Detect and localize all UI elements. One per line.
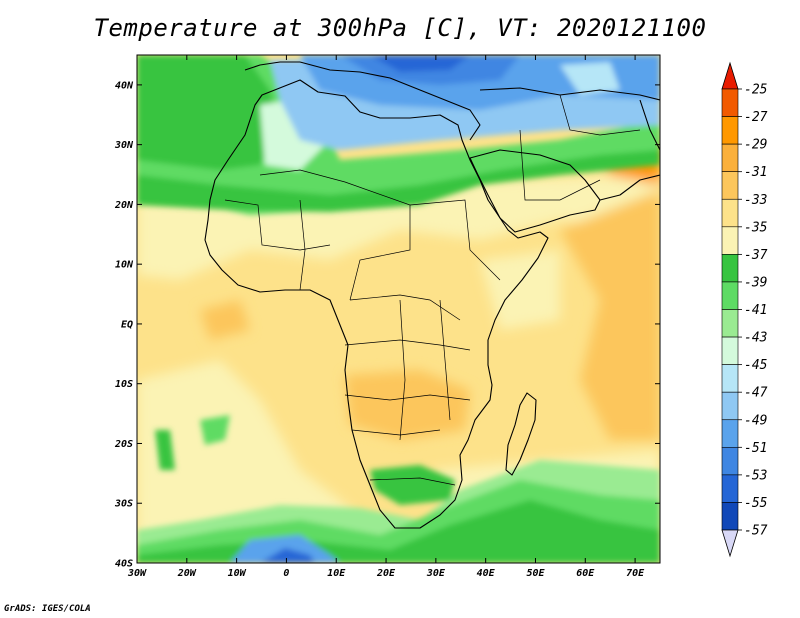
- colorbar-label: -55: [744, 496, 768, 511]
- colorbar-label: -41: [744, 303, 767, 318]
- colorbar-label: -27: [744, 110, 768, 125]
- lat-tick-label: 20N: [114, 200, 134, 211]
- colorbar-swatch: [721, 336, 739, 365]
- longitude-axis: 30W 20W 10W 0 10E 20E 30E 40E 50E 60E 70E: [127, 55, 645, 579]
- map-title: Temperature at 300hPa [C], VT: 202012110…: [93, 14, 707, 42]
- colorbar-bottom-triangle: [721, 529, 739, 558]
- lon-tick-label: 10E: [327, 568, 346, 579]
- colorbar-swatch: [721, 171, 739, 200]
- colorbar-label: -25: [744, 83, 768, 98]
- colorbar-label: -35: [744, 220, 768, 235]
- lat-tick-label: 30N: [114, 140, 134, 151]
- lon-tick-label: 40E: [477, 568, 496, 579]
- colorbar-swatch: [721, 254, 739, 283]
- lon-tick-label: 60E: [576, 568, 595, 579]
- coastlines: [204, 61, 660, 529]
- colorbar: -25 -27 -29 -31 -33 -35 -37 -39 -41 -43 -45 -47 -49 -…: [721, 61, 768, 558]
- lon-tick-label: 30E: [426, 568, 446, 579]
- lon-tick-label: 20E: [376, 568, 396, 579]
- colorbar-swatch: [721, 447, 739, 476]
- colorbar-top-triangle: [721, 61, 739, 90]
- colorbar-swatch: [721, 502, 739, 531]
- colorbar-label: -51: [744, 441, 767, 456]
- lat-tick-label: 20S: [114, 439, 133, 450]
- colorbar-swatch: [721, 143, 739, 172]
- colorbar-label: -43: [744, 331, 767, 346]
- country-borders: [224, 94, 641, 486]
- colorbar-swatch: [721, 88, 739, 117]
- colorbar-label: -47: [744, 386, 768, 401]
- colorbar-swatch: [721, 419, 739, 448]
- lon-tick-label: 0: [283, 568, 289, 579]
- colorbar-swatch: [721, 281, 739, 310]
- lon-tick-label: 70E: [626, 568, 645, 579]
- colorbar-swatch: [721, 116, 739, 145]
- lon-tick-label: 30W: [127, 568, 147, 579]
- lat-tick-label: 40S: [115, 559, 133, 570]
- map-frame: [136, 54, 661, 564]
- temperature-field: [137, 55, 660, 563]
- colorbar-label: -29: [744, 138, 767, 153]
- colorbar-label: -53: [744, 468, 767, 483]
- colorbar-swatch: [721, 391, 739, 421]
- colorbar-label: -37: [744, 248, 768, 263]
- colorbar-swatch: [721, 198, 739, 228]
- colorbar-swatch: [721, 474, 739, 503]
- colorbar-swatch: [721, 309, 739, 338]
- colorbar-label: -31: [744, 165, 767, 180]
- colorbar-label: -49: [744, 413, 767, 428]
- lon-tick-label: 20W: [177, 568, 197, 579]
- colorbar-swatch: [721, 364, 739, 393]
- latitude-axis: 40N 30N 20N 10N EQ 10S 20S 30S 40S: [114, 80, 660, 570]
- colorbar-swatch: [721, 226, 739, 255]
- lat-tick-label: EQ: [121, 319, 133, 330]
- colorbar-label: -33: [744, 193, 767, 208]
- colorbar-label: -57: [744, 524, 768, 539]
- lat-tick-label: 30S: [114, 499, 133, 510]
- lat-tick-label: 10N: [115, 260, 134, 271]
- lat-tick-label: 10S: [115, 379, 133, 390]
- lon-tick-label: 10W: [228, 568, 247, 579]
- lat-tick-label: 40N: [115, 80, 134, 91]
- lon-tick-label: 50E: [526, 568, 545, 579]
- colorbar-label: -39: [744, 275, 767, 290]
- colorbar-label: -45: [744, 358, 768, 373]
- grads-credit: GrADS: IGES/COLA: [4, 604, 91, 614]
